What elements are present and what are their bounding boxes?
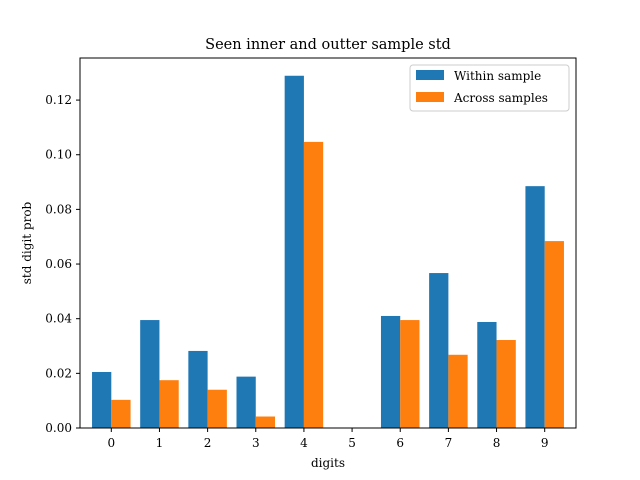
x-axis-label: digits	[311, 456, 345, 470]
legend-label-across: Across samples	[453, 91, 548, 105]
x-tick-label: 4	[300, 436, 308, 450]
bar-across-1	[159, 380, 179, 428]
bar-across-2	[207, 389, 227, 428]
y-tick-label: 0.06	[45, 257, 72, 271]
legend-frame	[409, 64, 570, 112]
legend-swatch-within	[416, 70, 444, 80]
bar-within-7	[429, 273, 449, 428]
plot-frame	[79, 57, 577, 429]
x-axis-ticks: 0 1 2 3 4 5 6 7 8 9	[107, 428, 549, 450]
bar-across-6	[400, 320, 420, 428]
y-tick-label: 0.02	[45, 366, 72, 380]
bar-within-2	[188, 350, 208, 428]
bar-within-6	[380, 315, 401, 428]
x-tick-label: 3	[252, 436, 260, 450]
bar-across-3	[255, 416, 276, 428]
bars-group	[92, 75, 564, 428]
y-axis-ticks: 0.00 0.02 0.04 0.06 0.08 0.10 0.12	[45, 93, 80, 435]
bar-within-8	[477, 321, 497, 428]
y-axis-label: std digit prob	[20, 201, 34, 284]
y-tick-label: 0.00	[45, 421, 72, 435]
y-tick-label: 0.04	[45, 312, 72, 326]
legend-swatch-across	[416, 92, 444, 102]
y-tick-label: 0.10	[45, 148, 72, 162]
x-tick-label: 9	[541, 436, 549, 450]
x-tick-label: 7	[445, 436, 453, 450]
bar-across-0	[111, 399, 131, 428]
bar-within-9	[525, 186, 545, 428]
legend-label-within: Within sample	[454, 69, 541, 83]
bar-across-8	[496, 340, 516, 428]
y-tick-label: 0.08	[45, 202, 72, 216]
bar-within-0	[92, 371, 112, 428]
y-tick-label: 0.12	[45, 93, 72, 107]
bar-across-7	[448, 354, 468, 428]
x-tick-label: 0	[107, 436, 115, 450]
bar-within-4	[284, 75, 304, 428]
bar-across-9	[544, 241, 564, 428]
chart-title: Seen inner and outter sample std	[205, 37, 451, 53]
x-tick-label: 2	[204, 436, 212, 450]
x-tick-label: 1	[156, 436, 164, 450]
bar-within-1	[140, 320, 160, 428]
bar-across-4	[303, 141, 324, 428]
x-tick-label: 8	[493, 436, 501, 450]
x-tick-label: 6	[396, 436, 404, 450]
bar-within-3	[236, 376, 256, 428]
legend: Within sample Across samples	[409, 64, 570, 112]
x-tick-label: 5	[348, 436, 356, 450]
